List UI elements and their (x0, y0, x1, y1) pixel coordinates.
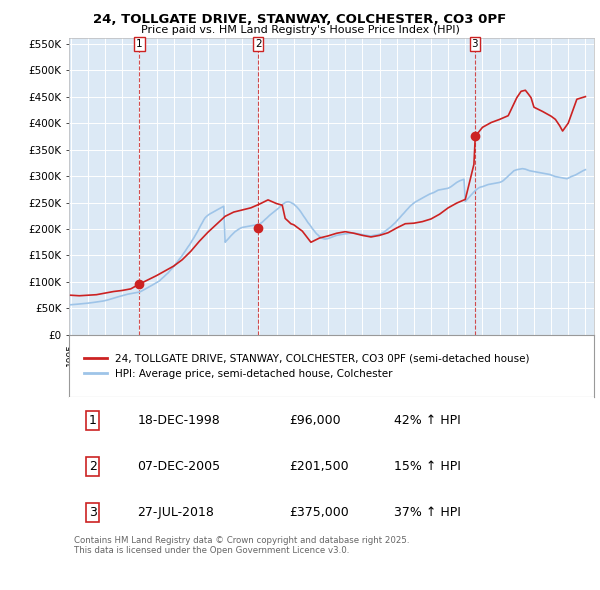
Text: £201,500: £201,500 (290, 460, 349, 473)
Text: £96,000: £96,000 (290, 414, 341, 427)
Text: 24, TOLLGATE DRIVE, STANWAY, COLCHESTER, CO3 0PF: 24, TOLLGATE DRIVE, STANWAY, COLCHESTER,… (94, 13, 506, 26)
Text: 3: 3 (89, 506, 97, 519)
Text: 37% ↑ HPI: 37% ↑ HPI (395, 506, 461, 519)
Text: 27-JUL-2018: 27-JUL-2018 (137, 506, 214, 519)
Text: 15% ↑ HPI: 15% ↑ HPI (395, 460, 461, 473)
Text: 1: 1 (136, 39, 143, 48)
Text: Contains HM Land Registry data © Crown copyright and database right 2025.
This d: Contains HM Land Registry data © Crown c… (74, 536, 410, 555)
Text: 42% ↑ HPI: 42% ↑ HPI (395, 414, 461, 427)
Legend: 24, TOLLGATE DRIVE, STANWAY, COLCHESTER, CO3 0PF (semi-detached house), HPI: Ave: 24, TOLLGATE DRIVE, STANWAY, COLCHESTER,… (79, 349, 533, 383)
Text: 18-DEC-1998: 18-DEC-1998 (137, 414, 220, 427)
Text: Price paid vs. HM Land Registry's House Price Index (HPI): Price paid vs. HM Land Registry's House … (140, 25, 460, 35)
Text: 3: 3 (472, 39, 478, 48)
Text: £375,000: £375,000 (290, 506, 349, 519)
Text: 07-DEC-2005: 07-DEC-2005 (137, 460, 220, 473)
Text: 1: 1 (89, 414, 97, 427)
Text: 2: 2 (89, 460, 97, 473)
Text: 2: 2 (255, 39, 262, 48)
